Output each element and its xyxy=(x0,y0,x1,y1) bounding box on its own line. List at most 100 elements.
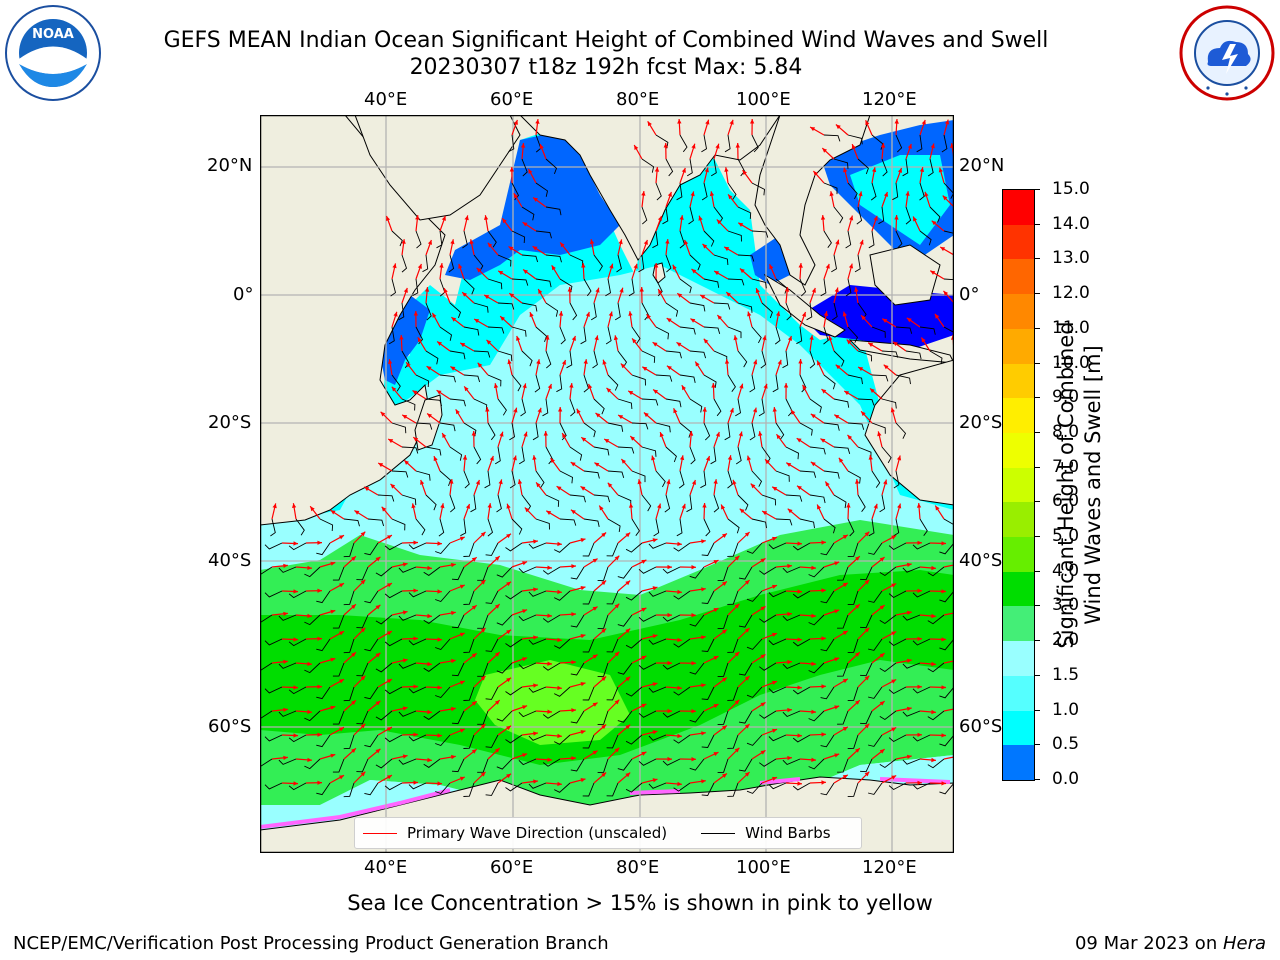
wave-direction-arrowhead xyxy=(641,703,647,708)
wind-barb xyxy=(631,470,646,483)
wind-barb xyxy=(785,302,792,321)
wind-barb xyxy=(713,398,722,417)
wave-direction-arrowhead xyxy=(498,479,503,485)
wind-barb xyxy=(785,494,803,502)
wave-direction-arrowhead xyxy=(744,580,750,585)
wind-barb xyxy=(837,614,849,629)
wind-barb xyxy=(606,590,619,605)
wave-direction-arrowhead xyxy=(561,360,566,365)
wave-direction-arrowhead xyxy=(604,439,610,444)
lat-label-right-40s: 40°S xyxy=(959,550,1003,571)
wind-barb xyxy=(511,230,526,244)
wind-barb xyxy=(559,470,573,484)
wave-direction-arrowhead xyxy=(667,564,672,570)
wave-direction-arrowhead xyxy=(797,781,802,786)
wave-direction-arrowhead xyxy=(523,269,528,274)
wind-barb xyxy=(833,158,849,169)
wave-direction-arrowhead xyxy=(387,679,392,684)
wind-barb xyxy=(545,254,562,263)
lon-label-top-120e: 120°E xyxy=(862,89,917,110)
wind-barb xyxy=(703,518,711,537)
wind-barb xyxy=(288,686,307,695)
wave-direction-arrowhead xyxy=(906,658,912,663)
wave-direction-arrowhead xyxy=(580,486,586,491)
wave-direction-arrowhead xyxy=(733,335,738,341)
wave-direction-arrowhead xyxy=(632,338,637,344)
wave-direction-arrowhead xyxy=(822,148,827,153)
wind-barb xyxy=(879,614,897,625)
wind-barb xyxy=(423,710,441,720)
wind-barb xyxy=(518,614,537,622)
wave-direction-arrowhead xyxy=(705,119,710,125)
wave-direction-arrowhead xyxy=(620,363,626,369)
wave-direction-arrowhead xyxy=(734,555,740,561)
wind-barb xyxy=(511,182,520,201)
wind-barb xyxy=(384,638,403,647)
wave-direction-arrowhead xyxy=(917,540,922,545)
wind-barb xyxy=(727,686,739,701)
wave-direction-arrowhead xyxy=(462,292,467,297)
wind-barb xyxy=(641,350,656,363)
wave-direction-arrowhead xyxy=(480,531,486,537)
wave-direction-arrowhead xyxy=(471,557,477,562)
wave-direction-arrowhead xyxy=(449,479,454,484)
wind-barb xyxy=(881,158,888,177)
wave-direction-arrowhead xyxy=(601,772,607,778)
wind-barb xyxy=(808,710,825,722)
wave-direction-arrowhead xyxy=(387,583,392,588)
wave-direction-arrowhead xyxy=(543,431,548,436)
wind-barb xyxy=(888,782,907,791)
wind-barb xyxy=(505,782,523,792)
wind-barb xyxy=(375,566,393,577)
colorbar-tick-label: 10.0 xyxy=(1052,352,1090,373)
wind-barb xyxy=(648,782,667,789)
wave-direction-arrowhead xyxy=(797,733,802,738)
wave-direction-arrowhead xyxy=(585,311,590,317)
wind-barb xyxy=(939,638,954,651)
wave-direction-arrowhead xyxy=(776,311,781,317)
wave-direction-arrowhead xyxy=(641,191,646,196)
wind-barb xyxy=(782,662,801,670)
wave-direction-arrowhead xyxy=(471,431,476,436)
wave-direction-arrowhead xyxy=(506,725,511,731)
wind-barb xyxy=(553,638,571,649)
wave-direction-arrowhead xyxy=(700,295,706,300)
wave-direction-arrowhead xyxy=(464,386,469,392)
wave-direction-arrowhead xyxy=(848,263,854,269)
wave-direction-arrowhead xyxy=(691,757,696,762)
wave-direction-arrowhead xyxy=(437,685,442,690)
wind-barb xyxy=(662,662,681,670)
wind-barb xyxy=(487,422,496,441)
australia-landmass xyxy=(864,359,954,506)
wind-barb xyxy=(655,374,673,382)
wind-barb xyxy=(582,734,595,749)
wave-direction-arrowhead xyxy=(417,263,422,269)
wave-direction-arrowhead xyxy=(652,778,658,783)
wave-direction-arrowhead xyxy=(734,747,740,753)
wind-barb xyxy=(485,734,499,748)
wave-direction-arrowhead xyxy=(797,637,802,642)
colorbar-segment xyxy=(1003,294,1034,329)
wind-barb xyxy=(553,734,571,745)
wave-direction-arrowhead xyxy=(469,239,474,245)
wind-barb xyxy=(905,206,912,225)
wave-direction-arrowhead xyxy=(459,632,465,637)
vector-field xyxy=(260,118,954,798)
wind-barb xyxy=(288,638,307,647)
wave-direction-arrowhead xyxy=(713,752,719,757)
wave-direction-arrowhead xyxy=(705,456,710,461)
colorbar-segment xyxy=(1003,571,1034,607)
wave-direction-arrowhead xyxy=(420,479,425,485)
wind-barb xyxy=(774,326,781,345)
wind-barb xyxy=(833,398,850,408)
wind-barb xyxy=(401,254,408,273)
wave-direction-arrowhead xyxy=(643,412,649,418)
wind-barb xyxy=(895,374,911,385)
wave-direction-arrowhead xyxy=(476,267,482,273)
wave-direction-arrowhead xyxy=(750,119,755,124)
wave-direction-arrowhead xyxy=(486,339,492,345)
wave-direction-arrowhead xyxy=(681,385,686,391)
wind-barb xyxy=(304,614,321,626)
wind-barb xyxy=(332,566,345,581)
wave-direction-arrowhead xyxy=(931,709,936,715)
